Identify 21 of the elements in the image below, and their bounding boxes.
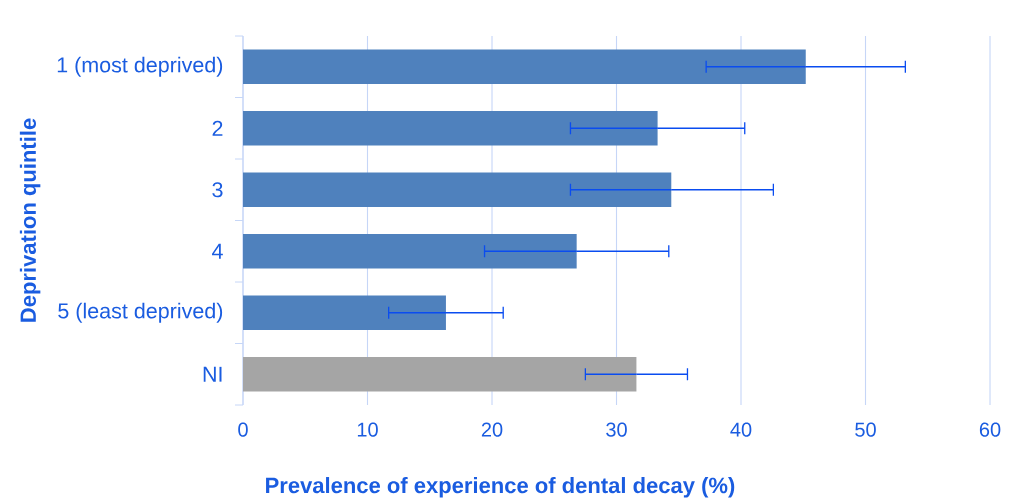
y-axis-title: Deprivation quintile	[19, 118, 41, 322]
bar	[243, 234, 577, 269]
x-tick-label: 50	[855, 422, 876, 437]
y-tick-label: 1 (most deprived)	[57, 56, 223, 77]
y-tick-label: 3	[212, 182, 223, 198]
x-tick-label: 10	[357, 422, 378, 437]
y-tick-label: 4	[212, 243, 223, 259]
y-tick-label: 5 (least deprived)	[58, 302, 223, 323]
x-tick-label: 60	[979, 422, 1001, 437]
bar	[243, 49, 806, 84]
x-tick-label: 30	[606, 422, 627, 437]
bar	[243, 357, 637, 392]
bar	[243, 111, 658, 146]
bar	[243, 295, 446, 330]
x-tick-label: 0	[238, 422, 248, 437]
y-tick-label: 2	[212, 120, 223, 136]
bar	[243, 172, 672, 207]
x-tick-label: 20	[481, 422, 503, 437]
x-axis-title: Prevalence of experience of dental decay (%)	[266, 477, 735, 498]
x-tick-label: 40	[730, 422, 752, 437]
y-tick-label: NI	[203, 366, 222, 382]
